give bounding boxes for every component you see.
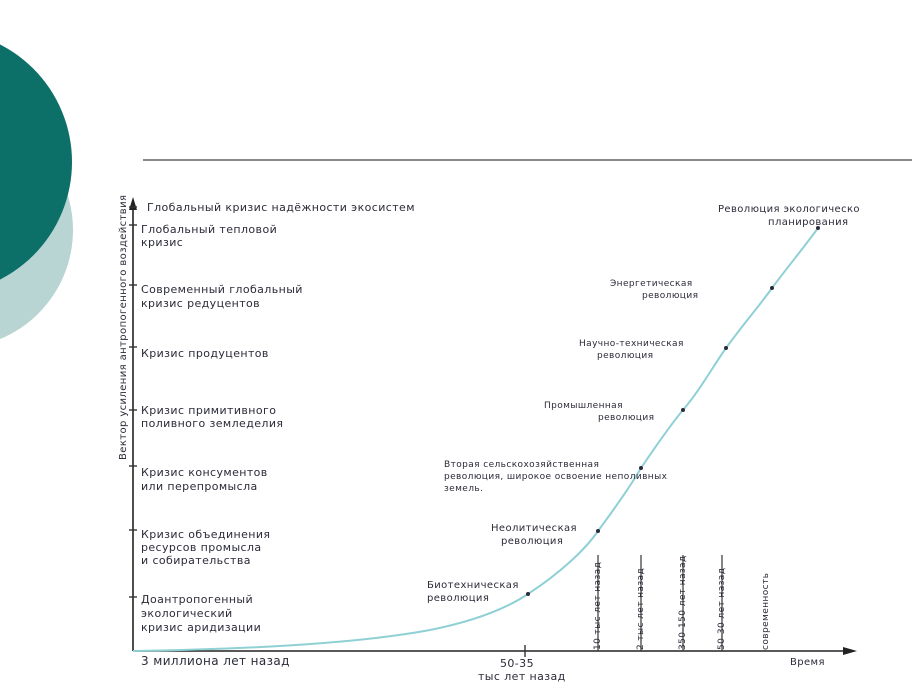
y-level-line: и собирательства <box>141 554 251 567</box>
event-line: Неолитическая <box>491 523 577 534</box>
y-level-line: Кризис консументов <box>141 466 268 479</box>
y-level-line: Глобальный тепловой <box>141 223 277 236</box>
event-label: Неолитическая революция <box>491 523 581 547</box>
y-level-line: Доантропогенный <box>141 593 253 606</box>
y-level-line: ресурсов промысла <box>141 541 262 554</box>
event-label: Энергетическая революция <box>610 279 698 301</box>
event-point <box>816 226 820 230</box>
y-level-label: Кризис объединения ресурсов промысла и с… <box>141 528 274 567</box>
event-point <box>724 346 728 350</box>
y-level-label: Кризис примитивного поливного земледелия <box>141 404 283 430</box>
y-level-label: Глобальный кризис надёжности экосистем <box>147 201 415 214</box>
event-point <box>770 286 774 290</box>
time-tick-label: 10 тыс лет назад <box>593 562 603 650</box>
x-axis-label: Время <box>790 657 825 668</box>
event-labels: Биотехническая революция Неолитическая р… <box>427 204 864 604</box>
event-point <box>596 529 600 533</box>
y-level-line: Современный глобальный <box>141 283 303 296</box>
y-level-label: Доантропогенный экологический кризис ари… <box>141 593 261 634</box>
event-line: Промышленная <box>544 401 623 411</box>
y-level-line: Кризис примитивного <box>141 404 276 417</box>
event-point <box>681 408 685 412</box>
x-origin-label: 3 миллиона лет назад <box>141 654 290 668</box>
event-line: революция <box>642 291 698 301</box>
y-level-line: кризис аридизации <box>141 621 261 634</box>
y-ticks <box>129 206 137 598</box>
impact-curve <box>132 227 819 652</box>
event-label: Вторая сельскохозяйственная революция, ш… <box>444 460 671 494</box>
event-line: революция <box>427 593 489 604</box>
y-axis-arrow <box>129 197 137 210</box>
event-point <box>526 592 530 596</box>
event-line: Революция экологическо <box>718 204 860 215</box>
event-label: Биотехническая революция <box>427 580 522 604</box>
time-tick-label: современность <box>761 573 771 650</box>
y-level-label: Кризис консументов или перепромысла <box>141 466 272 493</box>
y-axis-label: Вектор усиления антропогенного воздейств… <box>118 195 129 460</box>
event-points <box>526 226 820 596</box>
event-label: Промышленная революция <box>544 401 654 423</box>
event-line: Энергетическая <box>610 279 693 289</box>
time-tick-label: 2 тыс лет назад <box>636 568 646 650</box>
y-level-line: Глобальный кризис надёжности экосистем <box>147 201 415 214</box>
event-line: Научно-техническая <box>579 339 684 349</box>
time-tick-label: 350-150 лет назад <box>678 555 688 650</box>
y-level-line: Кризис объединения <box>141 528 270 541</box>
y-level-label: Кризис продуцентов <box>141 347 269 360</box>
y-level-line: кризис редуцентов <box>141 297 260 310</box>
time-tick-label: 50-30 лет назад <box>717 568 727 650</box>
event-line: революция <box>598 413 654 423</box>
event-line: Биотехническая <box>427 580 519 591</box>
x-axis-arrow <box>843 647 857 655</box>
event-label: Научно-техническая революция <box>579 339 687 361</box>
y-level-line: экологический <box>141 607 233 620</box>
y-level-line: или перепромысла <box>141 480 258 493</box>
event-label: Революция экологическо планирования <box>718 204 864 228</box>
event-line: революция <box>501 536 563 547</box>
event-line: земель. <box>444 484 483 494</box>
event-line: Вторая сельскохозяйственная <box>444 460 599 470</box>
x-tick-50-35-value: 50-35 <box>500 657 534 670</box>
x-tick-50-35-unit: тыс лет назад <box>478 670 566 683</box>
event-line: революция, широкое освоение неполивных <box>444 472 668 482</box>
y-level-label: Глобальный тепловой кризис <box>141 223 281 249</box>
y-level-line: Кризис продуцентов <box>141 347 269 360</box>
y-level-label: Современный глобальный кризис редуцентов <box>141 283 307 310</box>
event-line: планирования <box>768 217 848 228</box>
event-line: революция <box>597 351 653 361</box>
vertical-time-ticks: 10 тыс лет назад 2 тыс лет назад 350-150… <box>593 555 771 651</box>
dark-teal-circle <box>0 44 72 280</box>
y-level-line: кризис <box>141 236 183 249</box>
y-level-line: поливного земледелия <box>141 417 283 430</box>
event-point <box>639 466 643 470</box>
y-level-labels: Доантропогенный экологический кризис ари… <box>141 201 415 634</box>
